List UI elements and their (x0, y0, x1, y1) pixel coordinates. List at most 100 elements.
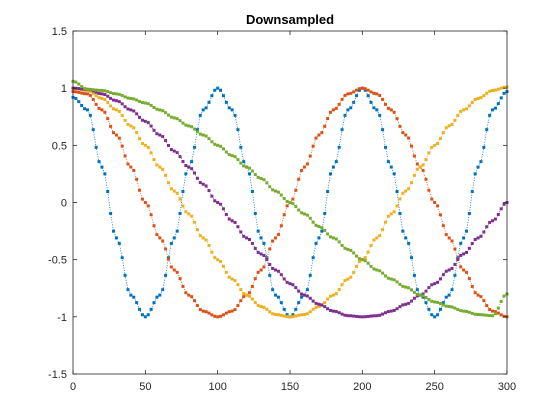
series-5-point (337, 240, 341, 244)
x-tick-label: 100 (208, 381, 226, 393)
series-2-point (106, 117, 110, 121)
series-1-point (161, 288, 165, 292)
series-1-point (467, 211, 471, 215)
series-4-point (476, 236, 480, 240)
series-5-point (175, 117, 179, 121)
series-2-point (233, 308, 237, 312)
series-4-point (80, 87, 84, 91)
series-1-point (106, 190, 110, 194)
series-2-point (375, 92, 379, 96)
series-2-point (300, 168, 304, 172)
series-3-point (106, 100, 110, 104)
series-3-point (193, 220, 197, 224)
series-1-point (216, 86, 220, 90)
series-4-point (187, 165, 191, 169)
series-2-point (126, 162, 130, 166)
series-4-point (493, 217, 497, 221)
series-2-point (415, 162, 419, 166)
series-4-point (450, 266, 454, 270)
series-2-point (123, 154, 127, 158)
series-5-point (436, 300, 440, 304)
series-2-point (129, 165, 133, 169)
series-4-point (247, 237, 251, 241)
series-2-point (143, 201, 147, 204)
series-5-point (323, 228, 327, 232)
series-2-point (392, 110, 396, 114)
series-4-point (337, 311, 341, 315)
series-2-point (343, 93, 347, 97)
series-5-point (320, 226, 324, 230)
series-5-point (473, 312, 477, 316)
series-1-point (195, 128, 199, 132)
series-5-point (291, 202, 295, 206)
series-5-point (250, 169, 254, 173)
series-5-point (334, 237, 338, 241)
series-3-point (97, 96, 101, 100)
series-2-point (444, 233, 448, 237)
series-2-point (230, 309, 234, 313)
series-1-point (473, 172, 477, 176)
series-3-point (207, 243, 211, 247)
series-5-point (294, 204, 298, 208)
series-1-point (253, 211, 257, 215)
series-5-point (216, 143, 220, 147)
series-4-point (346, 314, 350, 318)
series-4-point (392, 308, 396, 312)
series-2-point (302, 165, 306, 169)
series-3-point (132, 126, 136, 130)
series-4-point (262, 253, 266, 257)
series-5-point (140, 101, 144, 105)
series-1-point (378, 113, 382, 117)
series-4-point (112, 98, 116, 102)
series-1-point (317, 236, 321, 240)
series-5-point (245, 165, 249, 169)
series-4-point (363, 315, 367, 319)
series-2-point (427, 188, 431, 192)
series-1-point (427, 307, 431, 311)
series-2-point (236, 304, 240, 308)
series-5-point (106, 90, 110, 94)
series-5-point (152, 106, 156, 110)
series-3-point (331, 293, 335, 297)
series-5-point (112, 92, 116, 96)
series-5-point (340, 243, 344, 247)
series-4-point (250, 241, 254, 245)
series-5-point (164, 111, 168, 115)
series-4-point (317, 302, 321, 306)
series-3-point (323, 301, 327, 305)
series-1-point (381, 128, 385, 132)
series-5-point (143, 101, 147, 105)
series-1-point (355, 94, 359, 98)
series-3-point (459, 109, 463, 113)
chart-title: Downsampled (246, 12, 334, 27)
series-3-point (421, 163, 425, 167)
series-2-point (164, 247, 168, 251)
series-3-point (279, 313, 283, 317)
series-2-point (282, 213, 286, 217)
axes-layer: 0 50 100 150 200 250 300 1.5 1 0.5 0 -0.5 -1 -1.5 (48, 26, 516, 393)
series-5-point (372, 267, 376, 271)
series-3-point (329, 294, 333, 298)
series-3-point (412, 173, 416, 177)
series-5-point (242, 164, 246, 168)
series-5-point (103, 89, 107, 93)
series-5-point (126, 96, 130, 100)
series-1-point (85, 108, 89, 112)
series-4-point (143, 119, 147, 123)
series-3-point (375, 236, 379, 240)
series-3-point (164, 173, 168, 177)
series-3-point (109, 104, 113, 108)
series-5-point (493, 312, 497, 316)
series-2-point (412, 154, 416, 158)
series-5-point (276, 190, 280, 194)
series-1-point (140, 313, 144, 317)
series-3-point (424, 158, 428, 162)
series-1-point (441, 301, 445, 305)
series-5-point (285, 199, 289, 203)
series-4-point (444, 269, 448, 273)
series-2-point (250, 284, 254, 288)
series-2-point (114, 133, 118, 137)
series-5-point (496, 306, 500, 310)
series-4-point (467, 246, 471, 250)
series-5-point (233, 155, 237, 159)
